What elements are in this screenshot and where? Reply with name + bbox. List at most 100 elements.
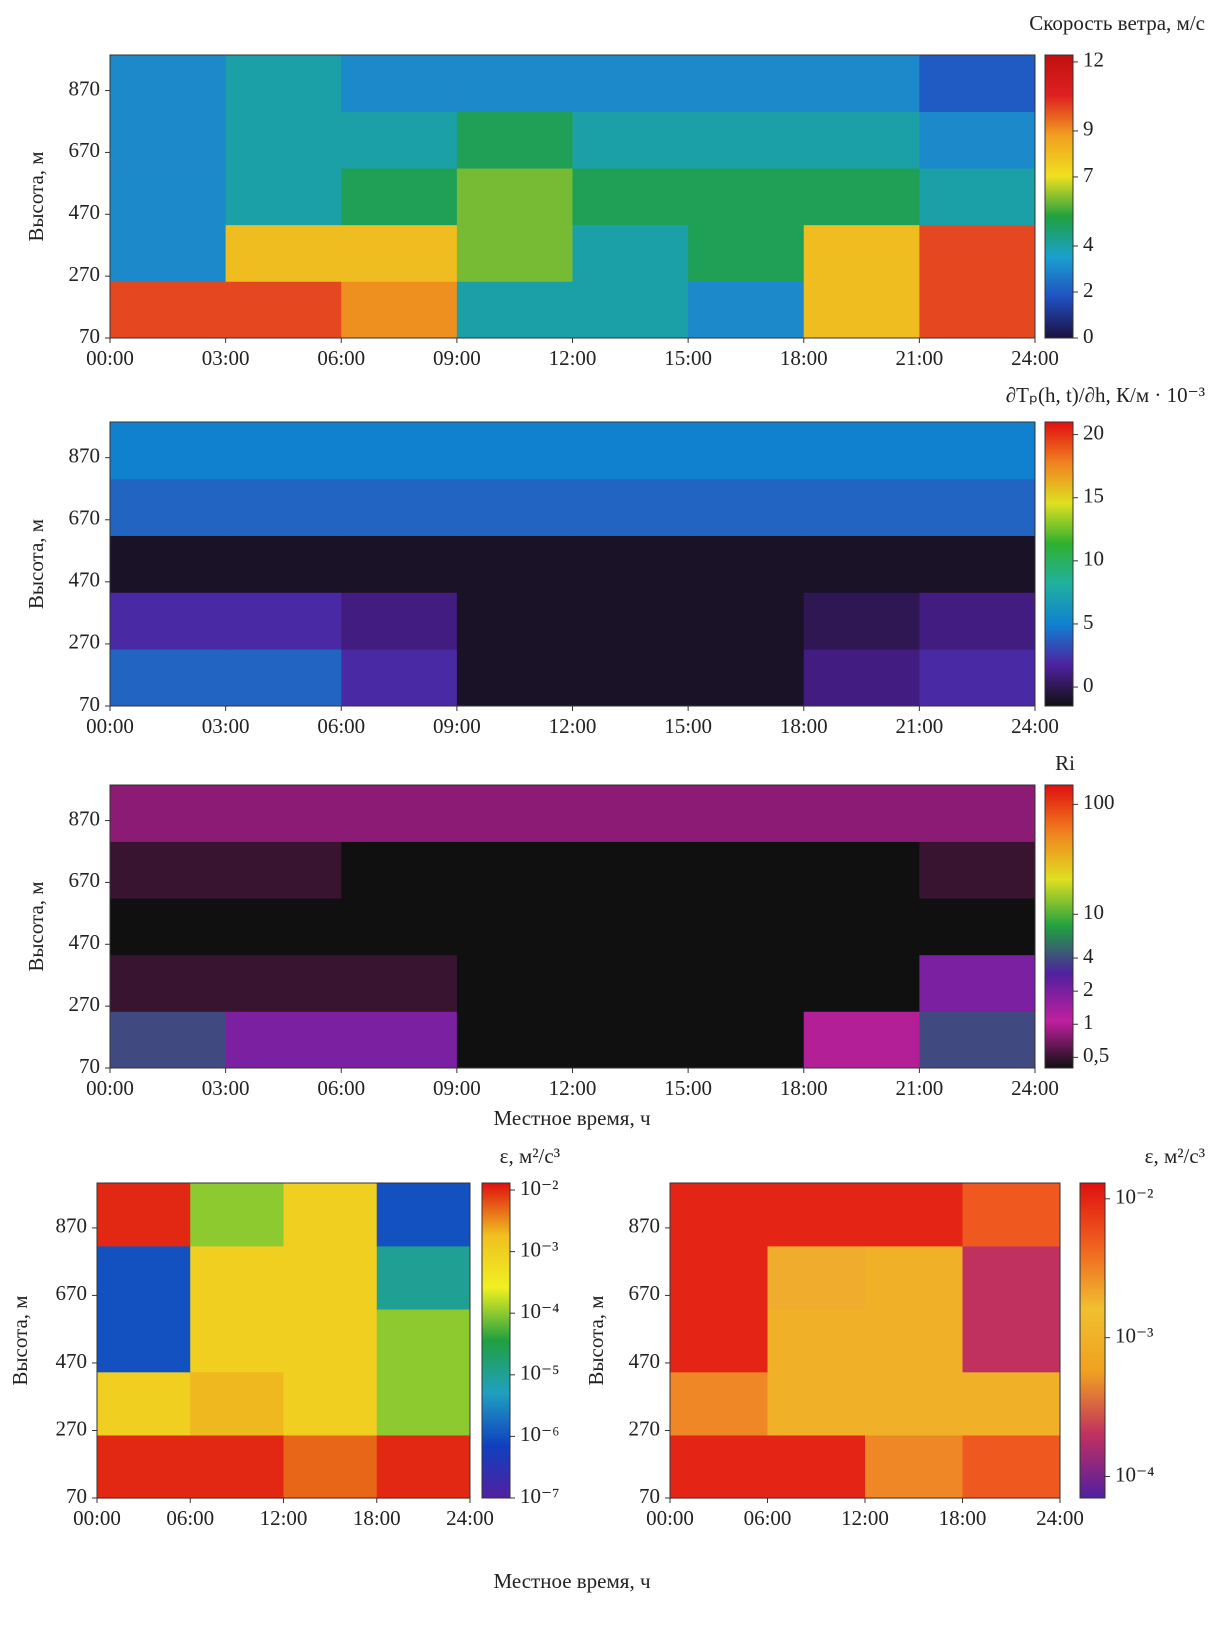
x-tick-label: 00:00 [86,1076,134,1100]
heatmap-cell [190,1182,284,1247]
heatmap-cell [572,841,689,899]
heatmap-cell [688,649,805,707]
heatmap-cell [572,535,689,593]
heatmap-cell [688,784,805,842]
heatmap-cell [341,592,458,650]
colorbar-tick-label: 20 [1083,420,1104,444]
heatmap-cell [865,1371,963,1436]
heatmap-cell [803,784,920,842]
x-tick-label: 15:00 [664,346,712,370]
x-tick-label: 24:00 [1011,714,1059,738]
heatmap-cell [110,54,227,112]
heatmap-cell [865,1182,963,1247]
colorbar-tick-label: 10 [1083,547,1104,571]
x-tick-label: 12:00 [549,346,597,370]
x-tick-label: 06:00 [317,346,365,370]
heatmap-cell [803,1011,920,1069]
heatmap-cell [456,841,573,899]
y-tick-label: 470 [69,200,101,224]
heatmap-cell [767,1308,866,1373]
heatmap-cell [225,478,342,536]
heatmap-cell [803,535,920,593]
x-tick-label: 03:00 [202,1076,250,1100]
x-tick-label: 03:00 [202,714,250,738]
heatmap-cell [341,649,458,707]
heatmap-cell [572,478,689,536]
heatmap-cell [110,784,227,842]
heatmap-cell [919,281,1036,339]
heatmap-cell [456,784,573,842]
y-axis-label: Высота, м [24,519,48,609]
x-tick-label: 06:00 [166,1506,214,1530]
heatmap-cell [456,54,573,112]
heatmap-cell [283,1246,378,1310]
heatmap-cell [341,784,458,842]
heatmap-cell [962,1182,1061,1247]
heatmap-cell [283,1182,378,1247]
y-tick-label: 870 [56,1214,88,1238]
heatmap-cell [670,1308,768,1373]
heatmap-cell [225,592,342,650]
heatmap-cell [225,784,342,842]
heatmap-cell [225,954,342,1012]
y-tick-label: 270 [69,262,101,286]
colorbar-tick-label: 10⁻⁴ [520,1299,559,1323]
heatmap-cell [456,1011,573,1069]
heatmap-cell [225,168,342,226]
heatmap-cell [919,224,1036,282]
heatmap-cell [670,1371,768,1436]
colorbar-tick-label: 10⁻⁷ [520,1484,559,1508]
heatmap-cell [572,1011,689,1069]
heatmap-cell [97,1371,191,1436]
x-tick-label: 18:00 [939,1506,987,1530]
heatmap-cell [919,478,1036,536]
heatmap-cell [456,111,573,169]
y-tick-label: 270 [69,630,101,654]
x-tick-label: 15:00 [664,714,712,738]
heatmap-cell [97,1308,191,1373]
heatmap-cell [962,1246,1061,1310]
y-tick-label: 270 [56,1416,88,1440]
heatmap-cell [803,421,920,480]
heatmap-cell [225,54,342,112]
heatmap-cell [572,954,689,1012]
colorbar-tick-label: 9 [1083,117,1094,141]
x-tick-label: 09:00 [433,346,481,370]
heatmap-cell [456,421,573,480]
colorbar-tick-label: 10 [1083,900,1104,924]
heatmap-cell [572,224,689,282]
heatmap-cell [341,478,458,536]
x-tick-label: 24:00 [1036,1506,1084,1530]
heatmap-cell [572,784,689,842]
heatmap-cell [919,1011,1036,1069]
y-tick-label: 870 [629,1214,661,1238]
x-tick-label: 21:00 [895,714,943,738]
heatmap-cell [962,1371,1061,1436]
heatmap-cell [670,1246,768,1310]
x-tick-label: 03:00 [202,346,250,370]
heatmap-cell [688,592,805,650]
heatmap-cell [803,954,920,1012]
heatmap-cell [110,281,227,339]
x-tick-label: 15:00 [664,1076,712,1100]
x-tick-label: 00:00 [646,1506,694,1530]
heatmap-cell [376,1182,471,1247]
colorbar-tick-label: 12 [1083,48,1104,72]
x-tick-label: 24:00 [1011,1076,1059,1100]
y-tick-label: 470 [629,1349,661,1373]
heatmap-cell [110,841,227,899]
colorbar-tick-label: 10⁻³ [520,1237,558,1261]
y-tick-label: 870 [69,806,101,830]
y-tick-label: 270 [629,1416,661,1440]
heatmap-cell [919,168,1036,226]
heatmap-cell [225,898,342,956]
x-tick-label: 09:00 [433,714,481,738]
colorbar-tick-label: 2 [1083,278,1094,302]
heatmap-cell [225,421,342,480]
heatmap-cell [97,1182,191,1247]
y-tick-label: 670 [56,1281,88,1305]
heatmap-cell [110,954,227,1012]
y-tick-label: 70 [79,1054,100,1078]
x-tick-label: 00:00 [86,346,134,370]
